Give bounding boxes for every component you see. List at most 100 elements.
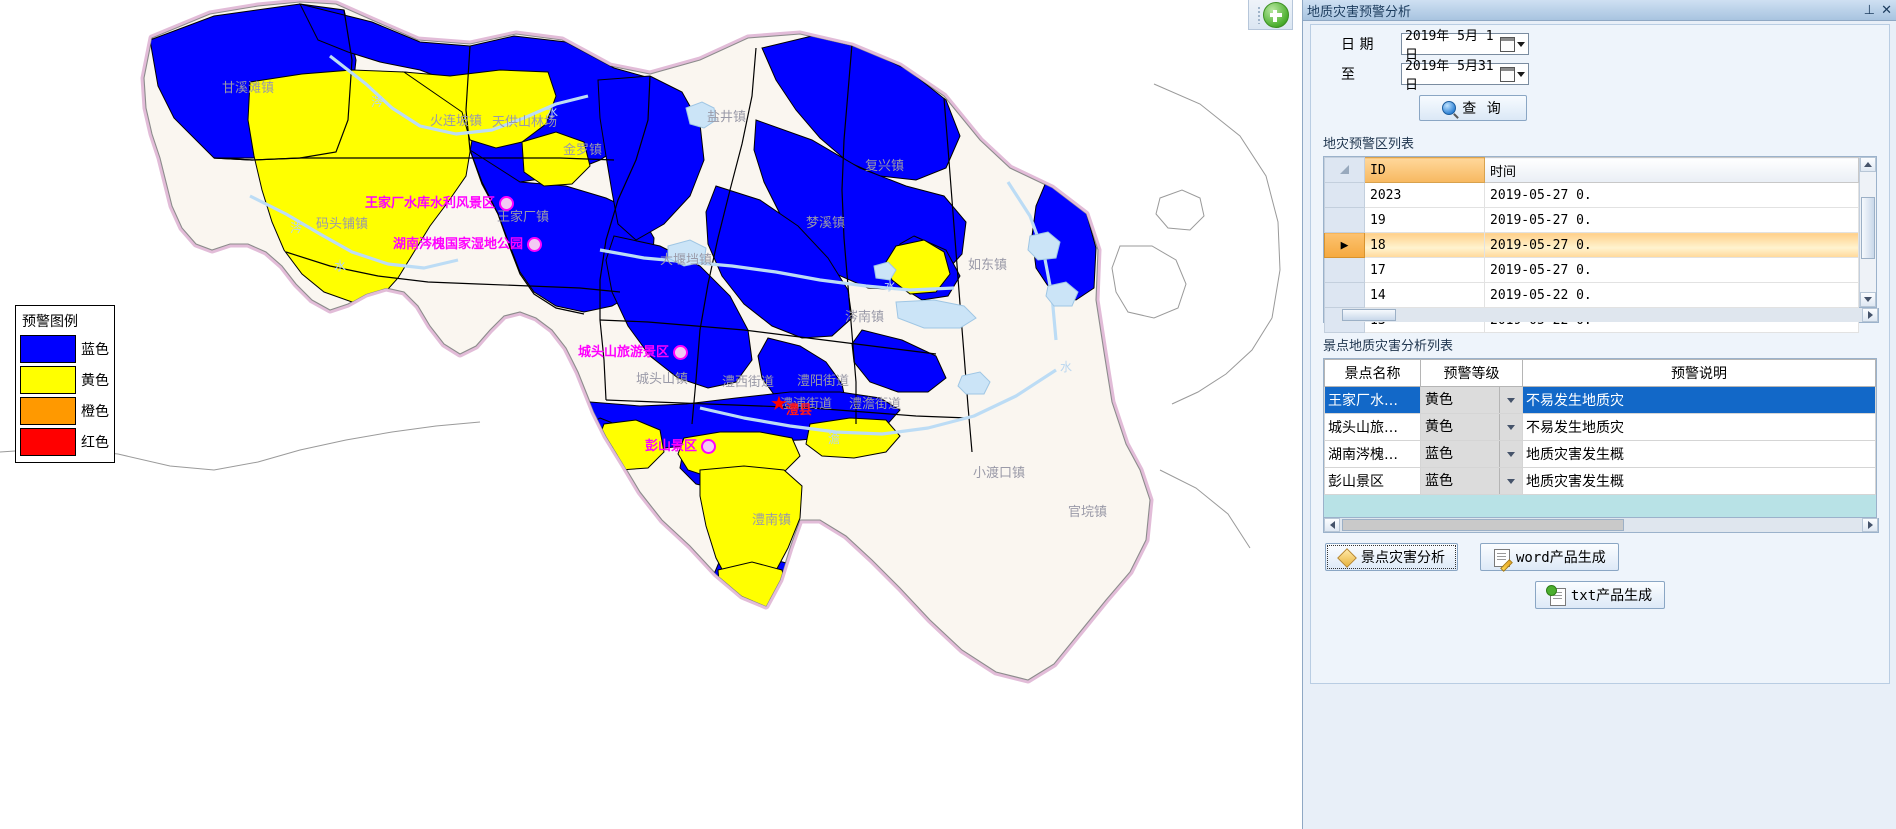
scenic-spot-label[interactable]: 城头山旅游景区 <box>578 341 689 360</box>
scenic-level-select[interactable]: 黄色 <box>1420 413 1523 441</box>
scenic-marker-icon <box>499 196 515 211</box>
map-canvas[interactable]: .cty{fill:#faf6f0;stroke:#8c8c8c;stroke-… <box>0 0 1302 829</box>
scroll-left-icon[interactable] <box>1324 518 1340 532</box>
close-icon[interactable]: ✕ <box>1881 2 1892 18</box>
scenic-list-title: 景点地质灾害分析列表 <box>1323 339 1454 354</box>
scenic-level-select[interactable]: 黄色 <box>1420 386 1523 414</box>
chevron-down-icon[interactable] <box>1499 441 1522 467</box>
scenic-level-select[interactable]: 蓝色 <box>1420 440 1523 468</box>
table-row-selected[interactable]: 王家厂水… 黄色 不易发生地质灾 <box>1324 386 1876 414</box>
date-to-row: 至 2019年 5月31日 <box>1341 59 1889 93</box>
scenic-spot-label[interactable]: 王家厂水库水利风景区 <box>365 192 515 211</box>
legend-label-blue: 蓝色 <box>81 342 109 358</box>
legend-swatch-yellow <box>20 366 76 394</box>
zone-grid-vscrollbar[interactable] <box>1859 157 1876 307</box>
legend-label-yellow: 黄色 <box>81 373 109 389</box>
row-id: 17 <box>1364 257 1485 283</box>
scroll-up-icon[interactable] <box>1860 157 1876 172</box>
chevron-down-icon[interactable] <box>1499 387 1522 413</box>
legend-item-orange: 橙色 <box>20 396 110 426</box>
chevron-down-icon[interactable] <box>1517 71 1525 77</box>
legend-swatch-blue <box>20 335 76 363</box>
magnifier-icon <box>1442 101 1457 115</box>
row-marker: ▶ <box>1324 232 1365 258</box>
table-row[interactable]: 湖南涔槐… 蓝色 地质灾害发生概 <box>1324 440 1876 468</box>
row-time: 2019-05-27 0. <box>1484 257 1859 283</box>
table-row[interactable]: 2023 2019-05-27 0. <box>1324 182 1859 208</box>
table-row[interactable]: 19 2019-05-27 0. <box>1324 207 1859 233</box>
hscroll-thumb[interactable] <box>1342 309 1396 321</box>
scenic-name: 城头山旅… <box>1324 413 1421 441</box>
calendar-icon[interactable] <box>1500 36 1515 52</box>
row-id: 14 <box>1364 282 1485 308</box>
legend-title: 预警图例 <box>22 314 78 330</box>
row-marker <box>1324 282 1365 308</box>
zone-grid-hscrollbar[interactable] <box>1323 308 1879 323</box>
scenic-desc: 不易发生地质灾 <box>1522 413 1876 441</box>
zone-list-grid[interactable]: ID 时间 2023 2019-05-27 0. 19 <box>1323 156 1877 333</box>
scenic-col-level[interactable]: 预警等级 <box>1420 359 1523 387</box>
chevron-down-icon[interactable] <box>1499 468 1522 494</box>
txt-export-button-label: txt产品生成 <box>1570 588 1653 604</box>
scenic-spot-text: 城头山旅游景区 <box>578 345 670 360</box>
date-from-input[interactable]: 2019年 5月 1日 <box>1401 29 1529 63</box>
date-to-input[interactable]: 2019年 5月31日 <box>1401 59 1529 93</box>
table-row[interactable]: 17 2019-05-27 0. <box>1324 257 1859 283</box>
legend-item-blue: 蓝色 <box>20 334 110 364</box>
panel-title: 地质灾害预警分析 <box>1307 4 1412 20</box>
scenic-spot-label[interactable]: 湖南涔槐国家湿地公园 <box>393 233 543 252</box>
scenic-name: 王家厂水… <box>1324 386 1421 414</box>
legend-label-orange: 橙色 <box>81 404 109 420</box>
scenic-list-grid[interactable]: 景点名称 预警等级 预警说明 王家厂水… 黄色 不易发生地质灾 <box>1323 358 1877 518</box>
row-time: 2019-05-27 0. <box>1484 232 1859 258</box>
date-from-row: 日 期 2019年 5月 1日 <box>1341 29 1889 63</box>
legend-label-red: 红色 <box>81 435 109 451</box>
date-from-value: 2019年 5月 1日 <box>1405 29 1494 63</box>
map-graphic: .cty{fill:#faf6f0;stroke:#8c8c8c;stroke-… <box>0 0 1281 684</box>
scenic-grid-header: 景点名称 预警等级 预警说明 <box>1324 359 1876 387</box>
scenic-marker-icon <box>527 237 543 252</box>
add-circle-icon[interactable] <box>1263 1 1289 28</box>
floating-toolbar[interactable] <box>1248 0 1293 30</box>
scenic-col-name[interactable]: 景点名称 <box>1324 359 1421 387</box>
zone-col-time[interactable]: 时间 <box>1484 157 1859 183</box>
hscroll-thumb[interactable] <box>1342 519 1624 531</box>
word-export-button[interactable]: word产品生成 <box>1480 543 1619 572</box>
county-seat-star-icon: ★ <box>770 391 788 415</box>
scroll-right-icon[interactable] <box>1862 308 1878 322</box>
scroll-right-icon[interactable] <box>1862 518 1878 532</box>
scenic-grid-hscrollbar[interactable] <box>1323 518 1879 533</box>
zone-col-id[interactable]: ID <box>1364 157 1485 183</box>
scenic-level-value: 黄色 <box>1425 392 1453 408</box>
scenic-level-select[interactable]: 蓝色 <box>1420 467 1523 495</box>
select-all-icon[interactable] <box>1340 164 1349 174</box>
table-row[interactable]: 城头山旅… 黄色 不易发生地质灾 <box>1324 413 1876 441</box>
date-to-value: 2019年 5月31日 <box>1405 59 1494 93</box>
txt-export-button[interactable]: txt产品生成 <box>1534 581 1666 609</box>
scroll-down-icon[interactable] <box>1860 292 1876 307</box>
scenic-desc: 地质灾害发生概 <box>1522 467 1876 495</box>
chevron-down-icon[interactable] <box>1499 414 1522 440</box>
hscroll-track[interactable] <box>1340 518 1862 532</box>
drag-handle-icon[interactable] <box>1257 5 1261 24</box>
zone-list-title: 地灾预警区列表 <box>1323 137 1415 152</box>
scenic-marker-icon <box>701 439 717 454</box>
scenic-col-desc[interactable]: 预警说明 <box>1522 359 1876 387</box>
pin-icon[interactable]: ⊥ <box>1863 2 1876 18</box>
geohazard-warning-panel: 地质灾害预警分析 ⊥ ✕ 日 期 2019年 5月 1日 至 2019年 5月3… <box>1302 0 1896 829</box>
scenic-spot-label[interactable]: 彭山景区 <box>645 435 717 454</box>
table-row[interactable]: 14 2019-05-22 0. <box>1324 282 1859 308</box>
query-button[interactable]: 查 询 <box>1419 95 1527 121</box>
calendar-icon[interactable] <box>1500 66 1515 82</box>
zone-col-select[interactable] <box>1324 157 1365 183</box>
table-row-selected[interactable]: ▶ 18 2019-05-27 0. <box>1324 232 1859 258</box>
table-row[interactable]: 彭山景区 蓝色 地质灾害发生概 <box>1324 467 1876 495</box>
scenic-desc: 不易发生地质灾 <box>1522 386 1876 414</box>
analyze-button[interactable]: 景点灾害分析 <box>1325 543 1458 571</box>
vscroll-thumb[interactable] <box>1861 197 1875 259</box>
hscroll-track[interactable] <box>1340 308 1862 322</box>
chevron-down-icon[interactable] <box>1517 41 1525 47</box>
row-time: 2019-05-22 0. <box>1484 282 1859 308</box>
legend-swatch-orange <box>20 397 76 425</box>
